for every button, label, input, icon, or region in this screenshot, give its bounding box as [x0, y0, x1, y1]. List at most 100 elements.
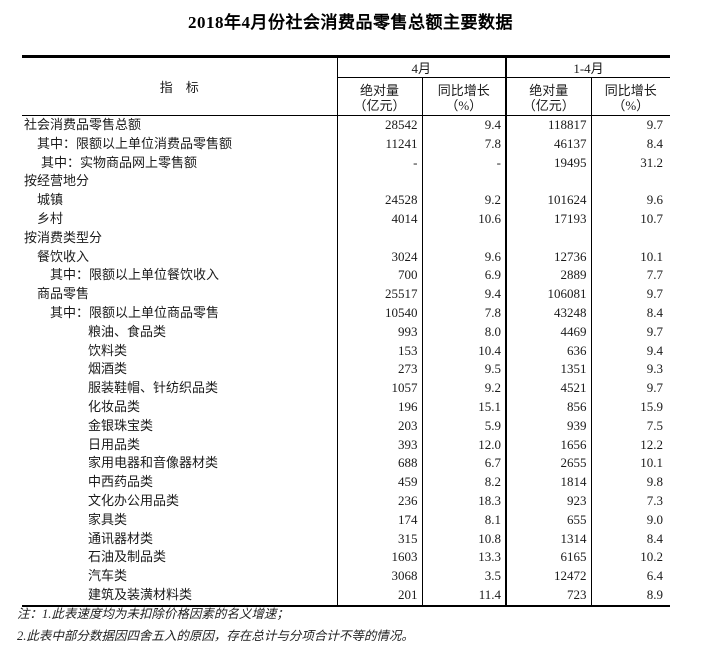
header-line: 绝对量 [359, 82, 399, 98]
header-group-row: 指 标 4月 1-4月 [22, 56, 671, 116]
cell-value: 18.3 [422, 491, 508, 511]
row-label: 金银珠宝类 [22, 416, 338, 436]
table-row: 乡村 4014 10.6 17193 10.7 [22, 209, 670, 229]
header-cols-row: 绝对量 （亿元） 同比增长 （%） 绝对量 （亿元） 同比增长 （%） [22, 77, 671, 116]
row-label: 文化办公用品类 [22, 491, 338, 511]
cell-value: 9.5 [422, 360, 508, 380]
cell-value: 10540 [337, 303, 423, 323]
cell-value: 153 [337, 341, 423, 361]
cell-value: 46137 [506, 134, 592, 154]
cell-value: 700 [337, 266, 423, 286]
cell-value: 655 [506, 510, 592, 530]
cell-value: 8.2 [422, 473, 508, 492]
cell-value: 24528 [337, 191, 423, 210]
cell-value: 7.5 [646, 417, 664, 433]
cell-value: 688 [337, 454, 423, 474]
cell-value [422, 172, 508, 192]
cell-value: 43248 [506, 303, 592, 323]
table-row: 城镇 24528 9.2 101624 9.6 [22, 191, 670, 210]
header-line: 绝对量 [529, 82, 569, 98]
cell-value: 10.7 [640, 210, 664, 226]
table-row: 社会消费品零售总额 28542 9.4 118817 9.7 [22, 115, 670, 135]
cell-value: 8.9 [646, 586, 664, 602]
cell-value: 12472 [506, 567, 592, 586]
cell-value: 13.3 [422, 548, 508, 568]
table-body: 社会消费品零售总额 28542 9.4 118817 9.7 其中：限额以上单位消费品零售… [22, 115, 670, 606]
cell-value: 9.2 [422, 191, 508, 210]
cell-value: 923 [506, 491, 592, 511]
row-label: 日用品类 [22, 435, 338, 455]
row-label: 按经营地分 [22, 172, 338, 192]
cell-value: 101624 [506, 191, 592, 210]
cell-value: 8.4 [646, 304, 664, 320]
table-row: 汽车类 3068 3.5 12472 6.4 [22, 567, 670, 586]
cell-value: 9.0 [646, 511, 664, 527]
cell-value: 15.1 [422, 397, 508, 417]
cell-value: 723 [506, 585, 592, 606]
cell-value: 4521 [506, 379, 592, 398]
cell-value: 17193 [506, 209, 592, 229]
table-row: 粮油、食品类 993 8.0 4469 9.7 [22, 322, 670, 342]
cell-value: 31.2 [640, 154, 664, 170]
cell-value: 19495 [506, 153, 592, 173]
header-indicator: 指 标 [22, 56, 338, 116]
cell-value: 9.4 [422, 115, 508, 135]
cell-value: 459 [337, 473, 423, 492]
data-table: 指 标 4月 1-4月 绝对量 （亿元） 同比增长 （%） 绝对量 （亿元） [22, 55, 671, 607]
cell-value: 6.4 [646, 568, 664, 584]
cell-value: 9.3 [646, 361, 664, 377]
cell-value [506, 172, 592, 192]
row-label: 粮油、食品类 [22, 322, 338, 342]
row-label: 烟酒类 [22, 360, 338, 380]
cell-value: 636 [506, 341, 592, 361]
row-label: 其中：限额以上单位消费品零售额 [22, 134, 338, 154]
cell-value: 15.9 [640, 398, 664, 414]
header-line: （%） [612, 97, 650, 113]
cell-value: 118817 [506, 115, 592, 135]
cell-value: 10.1 [640, 455, 664, 471]
header-group-april: 4月 [337, 56, 508, 78]
table-row: 按经营地分 [22, 172, 670, 192]
row-label: 商品零售 [22, 285, 338, 304]
cell-value: 2889 [506, 266, 592, 286]
cell-value: 236 [337, 491, 423, 511]
cell-value: 393 [337, 435, 423, 455]
cell-value: 3.5 [422, 567, 508, 586]
row-label: 社会消费品零售总额 [22, 115, 338, 135]
cell-value: 9.6 [422, 247, 508, 267]
row-label: 汽车类 [22, 567, 338, 586]
table-row: 石油及制品类 1603 13.3 6165 10.2 [22, 548, 670, 568]
cell-value [591, 172, 670, 191]
header-line: （亿元） [522, 97, 575, 113]
cell-value: 1314 [506, 529, 592, 549]
cell-value: 10.1 [640, 248, 664, 264]
table-row: 金银珠宝类 203 5.9 939 7.5 [22, 416, 670, 436]
cell-value: 939 [506, 416, 592, 436]
cell-value: 5.9 [422, 416, 508, 436]
cell-value [506, 228, 592, 248]
cell-value: 10.4 [422, 341, 508, 361]
cell-value: 203 [337, 416, 423, 436]
cell-value: 28542 [337, 115, 423, 135]
cell-value: 6.7 [422, 454, 508, 474]
table-row: 日用品类 393 12.0 1656 12.2 [22, 435, 670, 455]
table-row: 餐饮收入 3024 9.6 12736 10.1 [22, 247, 670, 267]
cell-value: 9.2 [422, 379, 508, 398]
row-label: 服装鞋帽、针纺织品类 [22, 379, 338, 398]
header-line: 同比增长 [604, 82, 657, 98]
row-label: 其中：限额以上单位商品零售 [22, 303, 338, 323]
header-line: （%） [445, 97, 483, 113]
row-label: 城镇 [22, 191, 338, 210]
cell-value: 3068 [337, 567, 423, 586]
cell-value: 12.0 [422, 435, 508, 455]
footnotes: 注：1.此表速度均为未扣除价格因素的名义增速； 2.此表中部分数据因四舍五入的原… [17, 604, 677, 647]
row-label: 建筑及装潢材料类 [22, 585, 338, 606]
cell-value: 11241 [337, 134, 423, 154]
table-row: 其中：限额以上单位商品零售 10540 7.8 43248 8.4 [22, 303, 670, 323]
cell-value: 9.7 [646, 117, 664, 132]
cell-value: 315 [337, 529, 423, 549]
cell-value: 8.1 [422, 510, 508, 530]
cell-value: 2655 [506, 454, 592, 474]
cell-value: 10.8 [422, 529, 508, 549]
